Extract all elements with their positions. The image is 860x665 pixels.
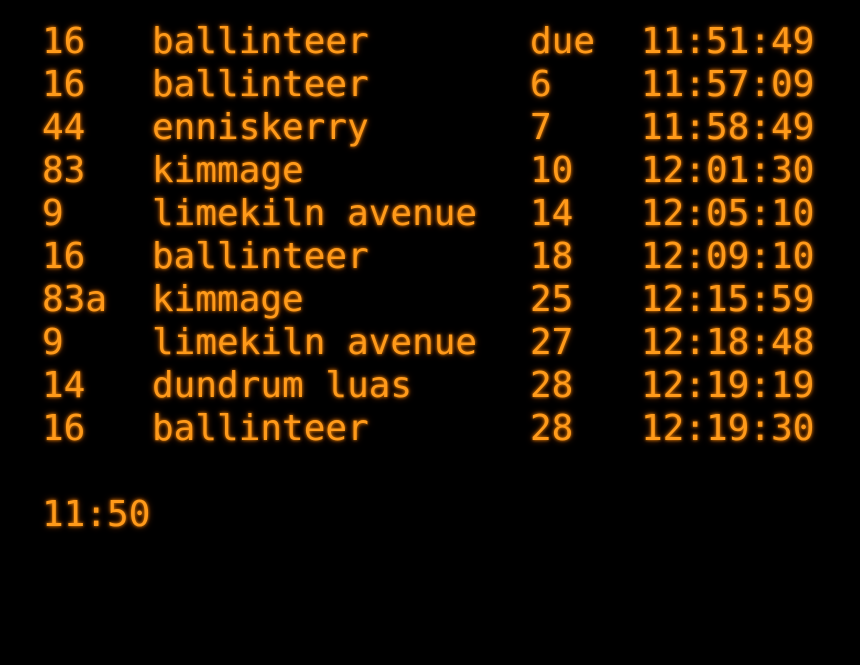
departure-time: 12:01:30 (641, 150, 815, 191)
current-time-clock: 11:50 (42, 494, 151, 535)
route-number: 44 (42, 107, 86, 148)
due-minutes: 6 (530, 64, 552, 105)
route-number: 83a (42, 279, 108, 320)
departure-row: 16 ballinteer 6 11:57:09 (0, 63, 860, 106)
due-minutes: 14 (530, 193, 574, 234)
departure-time: 12:09:10 (641, 236, 815, 277)
due-minutes: due (530, 21, 596, 62)
departure-row: 83a kimmage 25 12:15:59 (0, 278, 860, 321)
route-number: 16 (42, 408, 86, 449)
departure-board: 16 ballinteer due 11:51:49 16 ballinteer… (0, 20, 860, 535)
due-minutes: 7 (530, 107, 552, 148)
destination: enniskerry (152, 107, 369, 148)
departure-row: 14 dundrum luas 28 12:19:19 (0, 364, 860, 407)
due-minutes: 18 (530, 236, 574, 277)
departure-row: 9 limekiln avenue 14 12:05:10 (0, 192, 860, 235)
departure-row: 16 ballinteer due 11:51:49 (0, 20, 860, 63)
route-number: 9 (42, 322, 64, 363)
due-minutes: 28 (530, 408, 574, 449)
destination: ballinteer (152, 236, 369, 277)
destination: ballinteer (152, 408, 369, 449)
departure-time: 12:05:10 (641, 193, 815, 234)
route-number: 83 (42, 150, 86, 191)
departure-time: 12:19:30 (641, 408, 815, 449)
due-minutes: 28 (530, 365, 574, 406)
route-number: 16 (42, 21, 86, 62)
destination: limekiln avenue (152, 193, 478, 234)
departure-time: 12:18:48 (641, 322, 815, 363)
departure-time: 11:58:49 (641, 107, 815, 148)
departure-row: 44 enniskerry 7 11:58:49 (0, 106, 860, 149)
departure-time: 11:57:09 (641, 64, 815, 105)
due-minutes: 25 (530, 279, 574, 320)
destination: kimmage (152, 279, 304, 320)
due-minutes: 27 (530, 322, 574, 363)
route-number: 9 (42, 193, 64, 234)
route-number: 14 (42, 365, 86, 406)
due-minutes: 10 (530, 150, 574, 191)
destination: dundrum luas (152, 365, 413, 406)
route-number: 16 (42, 64, 86, 105)
departure-row: 16 ballinteer 28 12:19:30 (0, 407, 860, 450)
departure-row: 83 kimmage 10 12:01:30 (0, 149, 860, 192)
departure-time: 12:15:59 (641, 279, 815, 320)
route-number: 16 (42, 236, 86, 277)
destination: ballinteer (152, 21, 369, 62)
destination: kimmage (152, 150, 304, 191)
departure-row: 16 ballinteer 18 12:09:10 (0, 235, 860, 278)
departure-time: 11:51:49 (641, 21, 815, 62)
departure-time: 12:19:19 (641, 365, 815, 406)
departure-row: 9 limekiln avenue 27 12:18:48 (0, 321, 860, 364)
destination: ballinteer (152, 64, 369, 105)
destination: limekiln avenue (152, 322, 478, 363)
